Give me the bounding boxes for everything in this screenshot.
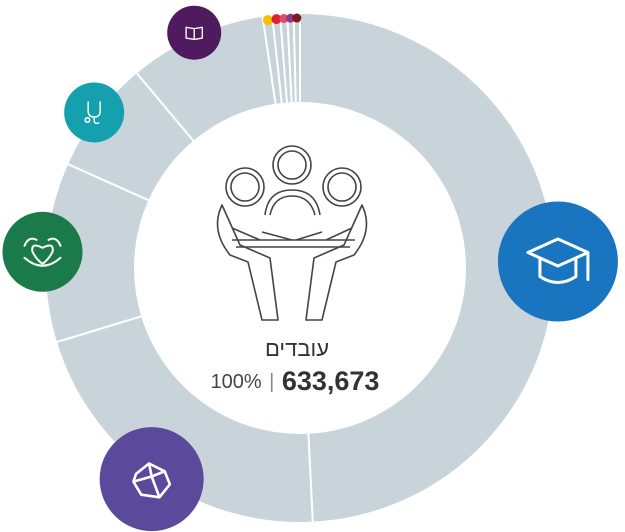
- badge: [262, 15, 273, 26]
- center-separator: |: [269, 371, 274, 393]
- badge-icon: [23, 237, 62, 267]
- center-disc: [135, 103, 465, 433]
- badge-icon: [132, 462, 172, 499]
- badge-icon: [185, 26, 203, 41]
- badge-icon: [526, 237, 590, 285]
- segment: [292, 11, 301, 105]
- badge: [64, 82, 125, 143]
- badge: [286, 13, 296, 23]
- badge: [279, 14, 289, 24]
- donut: [44, 11, 556, 524]
- badge-icon: [84, 101, 101, 125]
- center-share: 100%: [211, 371, 262, 393]
- badge: [497, 201, 618, 322]
- badge: [2, 211, 83, 292]
- center-label: עובדים: [265, 336, 329, 361]
- segment: [299, 11, 556, 524]
- badge: [292, 13, 302, 23]
- people-icon: [216, 145, 368, 321]
- badge: [271, 14, 282, 25]
- badges: [2, 5, 618, 532]
- center-total-line: 100% | 633,673: [211, 366, 380, 396]
- center-total: 633,673: [282, 366, 380, 396]
